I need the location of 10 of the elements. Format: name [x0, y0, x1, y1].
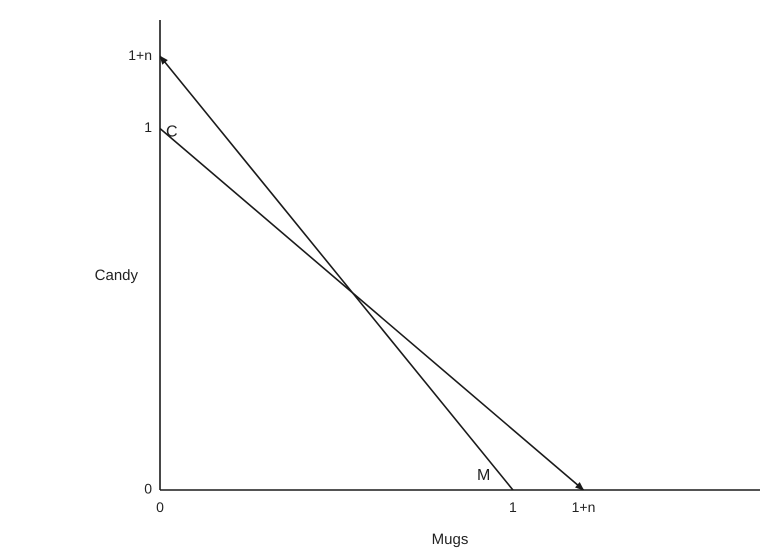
x-tick-label: 0	[156, 499, 164, 515]
y-axis-title: Candy	[94, 267, 138, 284]
y-tick-label: 1+n	[128, 46, 152, 63]
x-tick-label: 1	[509, 499, 518, 515]
y-tick-label: 1	[144, 119, 152, 136]
annotation: M	[476, 467, 490, 484]
y-tick-label: 0	[144, 480, 152, 497]
x-axis-title: Mugs	[432, 531, 468, 548]
x-tick-label: 1+n	[572, 499, 596, 515]
annotation: C	[166, 123, 178, 140]
